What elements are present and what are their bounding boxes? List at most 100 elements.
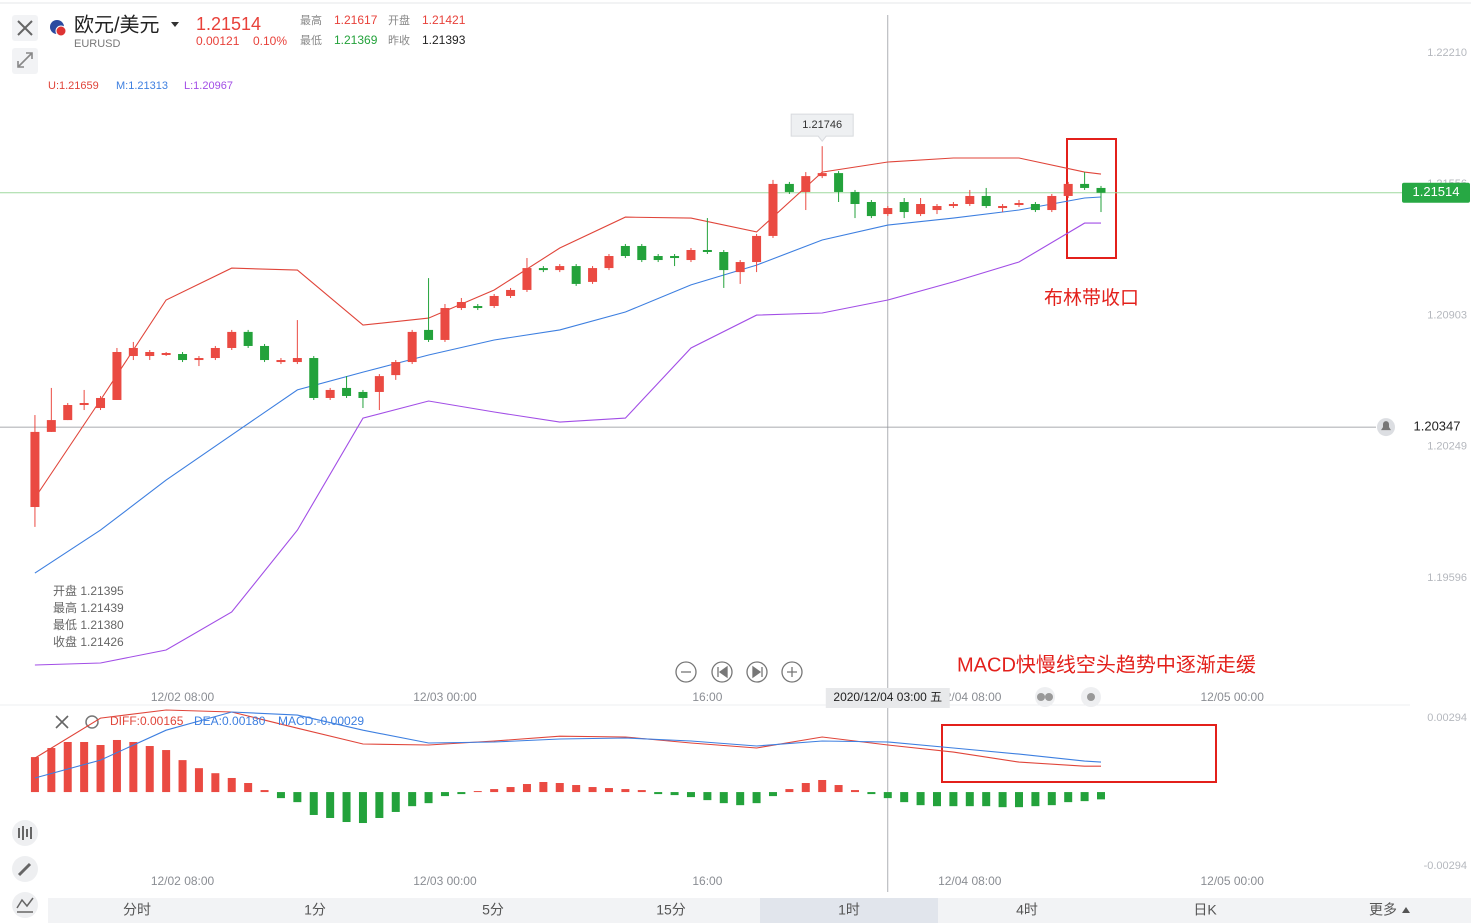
macd-bar — [522, 784, 531, 793]
zoom-out[interactable] — [675, 661, 697, 683]
x-tick-label: 16:00 — [692, 874, 722, 888]
max-tooltip: 1.21746 — [802, 119, 842, 131]
dropdown-arrow[interactable] — [171, 22, 179, 27]
y-tick-label: 1.22210 — [1427, 47, 1467, 59]
macd-bar — [555, 783, 564, 793]
macd-bar — [1031, 792, 1040, 807]
stat-value: 1.21369 — [334, 33, 378, 47]
candle-body — [637, 245, 647, 261]
y-tick-label: 1.19596 — [1427, 572, 1467, 584]
alert-bell-icon — [1381, 421, 1391, 431]
macd-settings[interactable] — [85, 715, 99, 729]
collapse-button[interactable] — [12, 48, 38, 74]
toolbar-tab[interactable]: 1分 — [304, 902, 326, 918]
candle-body — [801, 176, 811, 192]
macd-bar — [440, 792, 449, 797]
macd-close[interactable] — [55, 715, 69, 729]
scroll-end[interactable] — [746, 661, 768, 683]
candle-body — [653, 256, 663, 261]
candle-body — [260, 345, 270, 361]
stat-value: 1.21617 — [334, 13, 378, 27]
toolbar-tab[interactable]: 日K — [1193, 902, 1217, 918]
close-button[interactable] — [12, 15, 38, 41]
toolbar-tab[interactable]: 15分 — [656, 902, 686, 918]
toolbar-tab[interactable]: 更多 — [1369, 902, 1397, 918]
symbol-name[interactable]: 欧元/美元 — [74, 13, 160, 36]
stat-value: 1.21393 — [422, 33, 466, 47]
macd-bar — [129, 741, 138, 793]
macd-bar — [834, 785, 843, 793]
toolbar-tab[interactable]: 4时 — [1016, 902, 1038, 918]
candle-body — [63, 405, 73, 421]
last-price: 1.21514 — [196, 14, 261, 34]
side-tools — [12, 820, 38, 918]
toolbar-tab[interactable]: 分时 — [123, 902, 151, 918]
ohlc-line: 开盘 1.21395 — [53, 583, 124, 598]
toolbar-tab[interactable]: 5分 — [482, 902, 504, 918]
candle-body — [424, 329, 434, 340]
candle-body — [210, 347, 220, 359]
candle-body — [571, 266, 581, 284]
macd-bar — [490, 789, 499, 793]
x-tick-label: 12/02 08:00 — [151, 690, 215, 704]
candle-body — [374, 376, 384, 392]
tool-compare[interactable] — [12, 892, 38, 918]
stat-value: 1.21421 — [422, 13, 466, 27]
candle-body — [752, 235, 762, 263]
x-tick-label: 12/04 08:00 — [938, 874, 1002, 888]
macd-bar — [1014, 792, 1023, 808]
x-tick-label: 12/02 08:00 — [151, 874, 215, 888]
stat-label: 最低 — [300, 34, 322, 47]
indicator-line — [34, 709, 1101, 767]
candle-body — [227, 331, 237, 348]
macd-bar — [162, 750, 171, 793]
header: 欧元/美元 EURUSD 1.21514 0.00121 0.10% 最高 1.… — [50, 13, 466, 50]
candle-body — [965, 195, 975, 205]
candle-body — [46, 420, 56, 432]
zoom-controls — [675, 661, 803, 683]
candle-body — [194, 358, 204, 361]
candle-body — [292, 358, 302, 363]
candle-body — [916, 204, 926, 215]
zoom-in[interactable] — [781, 661, 803, 683]
candle-body — [243, 331, 253, 346]
indicator-line — [34, 222, 1101, 666]
candle-body — [112, 351, 122, 400]
macd-bar — [818, 779, 827, 793]
macd-bar — [112, 739, 121, 793]
macd-bar — [326, 792, 335, 818]
chart-layers: 分时 1分 5分 15分 1时 4时 日K 更多 12/02 08:00 12/02 08:00 1… — [0, 15, 1470, 923]
candle-body — [128, 347, 138, 357]
toolbar-tab[interactable]: 1时 — [838, 902, 860, 918]
macd-bar — [867, 792, 876, 795]
legend-entry: DIFF:0.00165 — [110, 714, 184, 728]
tool-indicator[interactable] — [12, 820, 38, 846]
annotation-text: 布林带收口 — [1044, 287, 1139, 309]
macd-bar — [883, 792, 892, 799]
candle-body — [1047, 195, 1057, 211]
scroll-start[interactable] — [711, 661, 733, 683]
alert-tag — [1400, 417, 1470, 438]
macd-bar — [719, 792, 728, 804]
flag-icon — [55, 25, 67, 37]
toolbar-tab-active — [760, 898, 938, 923]
macd-bar — [686, 792, 695, 798]
more-arrow — [1402, 907, 1410, 913]
macd-bar — [293, 792, 302, 803]
x-tick-label: 16:00 — [692, 690, 722, 704]
candle-body — [178, 354, 188, 361]
candle-body — [538, 268, 548, 271]
y-tick-label: 0.00294 — [1427, 712, 1467, 724]
macd-bar — [1097, 792, 1106, 800]
candle-body — [981, 195, 991, 207]
candle-body — [342, 387, 352, 396]
macd-bar — [408, 792, 417, 807]
macd-bar — [850, 790, 859, 793]
toolbar — [48, 898, 1471, 923]
candle-body — [79, 403, 89, 406]
macd-bar — [80, 741, 89, 793]
macd-bar — [900, 792, 909, 803]
macd-bar — [260, 790, 269, 793]
max-tooltip-box — [790, 113, 854, 142]
macd-bar — [47, 748, 56, 793]
